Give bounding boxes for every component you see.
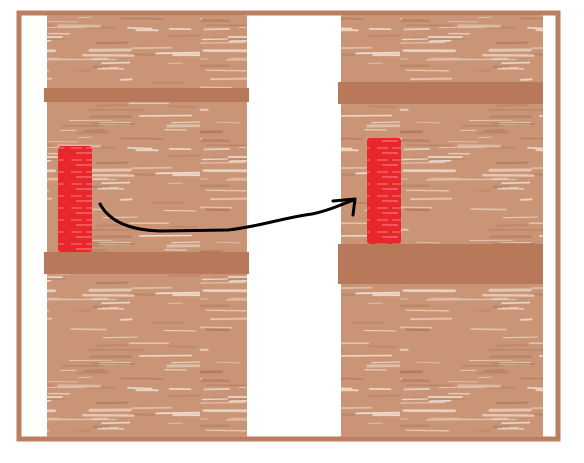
right-band-top	[338, 82, 543, 104]
right-panel	[338, 15, 543, 437]
arrow-head	[331, 197, 357, 217]
curved-arrow-icon	[98, 197, 357, 233]
left-band-bottom	[44, 252, 249, 274]
left-band-top	[44, 88, 249, 102]
right-band-bottom	[338, 244, 543, 284]
arrow-shaft	[98, 198, 356, 233]
left-red-block	[58, 146, 92, 252]
left-panel	[44, 15, 249, 437]
right-red-block	[367, 138, 401, 244]
